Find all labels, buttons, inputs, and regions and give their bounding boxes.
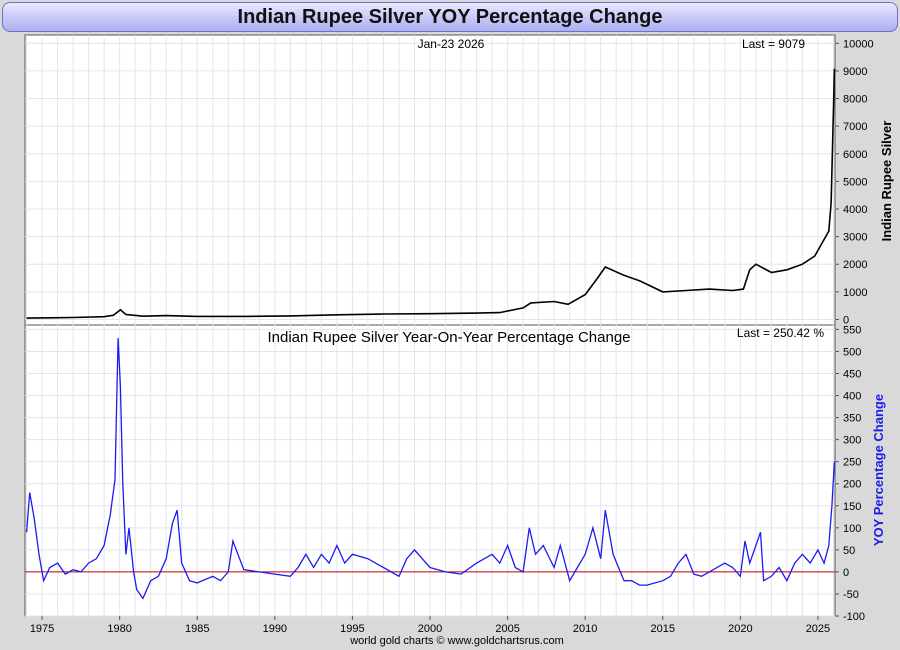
y-tick-label: 8000	[843, 94, 867, 106]
yoy-y-axis-label: YOY Percentage Change	[871, 394, 886, 546]
date-label: Jan-23 2026	[418, 37, 485, 51]
price-axis-ticks: 0 1000 2000 3000 4000 5000 6000 7000 8000 9000 100…	[835, 38, 874, 326]
y-tick-label: 450	[843, 369, 861, 381]
x-tick-label: 1985	[185, 623, 209, 635]
y-tick-label: 150	[843, 501, 861, 513]
y-tick-label: 7000	[843, 121, 867, 133]
price-last-label: Last = 9079	[742, 37, 805, 51]
y-tick-label: 400	[843, 391, 861, 403]
price-gridlines	[25, 35, 835, 325]
y-tick-label: 0	[843, 567, 849, 579]
x-tick-label: 1980	[107, 623, 131, 635]
x-tick-label: 1990	[263, 623, 287, 635]
yoy-panel-title: Indian Rupee Silver Year-On-Year Percent…	[267, 329, 630, 346]
y-tick-label: 350	[843, 413, 861, 425]
x-tick-label: 2000	[418, 623, 442, 635]
x-tick-label: 1995	[340, 623, 364, 635]
yoy-last-label: Last = 250.42 %	[737, 326, 824, 340]
x-tick-label: 2005	[495, 623, 519, 635]
x-tick-label: 2015	[651, 623, 675, 635]
y-tick-label: 100	[843, 523, 861, 535]
x-tick-label: 2010	[573, 623, 597, 635]
page-title: Indian Rupee Silver YOY Percentage Chang…	[2, 2, 898, 32]
y-tick-label: 4000	[843, 204, 867, 216]
y-tick-label: 5000	[843, 176, 867, 188]
y-tick-label: 6000	[843, 149, 867, 161]
x-tick-label: 1975	[30, 623, 54, 635]
y-tick-label: 500	[843, 346, 861, 358]
y-tick-label: 250	[843, 457, 861, 469]
y-tick-label: 200	[843, 479, 861, 491]
price-y-axis-label: Indian Rupee Silver	[879, 121, 894, 242]
y-tick-label: 10000	[843, 38, 874, 50]
y-tick-label: 50	[843, 545, 855, 557]
y-tick-label: 300	[843, 435, 861, 447]
yoy-series-line	[25, 338, 836, 600]
y-tick-label: -50	[843, 589, 859, 601]
y-tick-label: 1000	[843, 287, 867, 299]
price-series-line	[26, 68, 836, 319]
yoy-axis-ticks: -100 -50 0 50 100 150 200 250 300 350 400 450 500 550	[835, 324, 865, 623]
y-tick-label: 3000	[843, 232, 867, 244]
y-tick-label: -100	[843, 611, 865, 623]
x-tick-label: 2025	[806, 623, 830, 635]
y-tick-label: 550	[843, 324, 861, 336]
y-tick-label: 9000	[843, 66, 867, 78]
y-tick-label: 2000	[843, 259, 867, 271]
x-tick-label: 2020	[728, 623, 752, 635]
footer-credit: world gold charts © www.goldchartsrus.co…	[349, 635, 564, 647]
y-tick-label: 0	[843, 314, 849, 326]
x-axis-ticks: 1975 1980 1985 1990 1995 2000 2005 2010 2015 2020…	[30, 616, 830, 635]
